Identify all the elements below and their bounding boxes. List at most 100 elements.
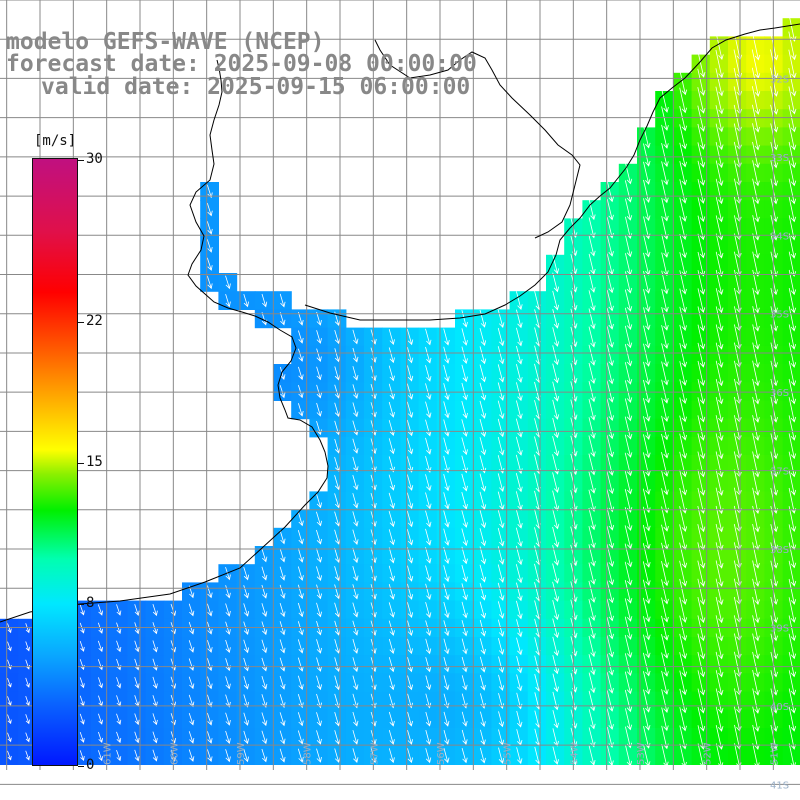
wind-arrow: [752, 233, 760, 259]
wind-arrow: [461, 638, 468, 655]
wind-arrow: [788, 469, 797, 496]
wind-arrow: [588, 580, 596, 603]
wind-arrow: [679, 743, 687, 768]
wind-arrow: [715, 68, 724, 97]
wind-arrow: [661, 452, 669, 477]
wind-arrow: [334, 639, 341, 654]
wind-arrow: [97, 604, 103, 616]
wind-arrow: [679, 233, 687, 259]
wind-arrow: [443, 656, 450, 673]
wind-arrow: [624, 434, 633, 458]
wind-cell: [782, 418, 800, 438]
wind-arrow: [606, 507, 615, 531]
wind-cell: [782, 673, 800, 693]
wind-arrow: [479, 564, 487, 583]
wind-arrow: [388, 748, 395, 764]
wind-arrow: [788, 397, 797, 423]
wind-arrow: [715, 706, 724, 732]
wind-arrow: [661, 542, 669, 569]
wind-arrow: [661, 143, 669, 168]
wind-arrow: [334, 547, 341, 564]
wind-arrow: [497, 418, 505, 438]
wind-arrow: [407, 365, 414, 382]
wind-arrow: [352, 384, 359, 399]
wind-arrow: [152, 676, 158, 689]
wind-arrow: [334, 529, 341, 545]
wind-arrow: [679, 87, 688, 114]
wind-arrow: [388, 565, 395, 582]
colorbar-tick-0: 0: [86, 757, 95, 773]
wind-arrow: [606, 453, 614, 476]
wind-arrow: [479, 364, 487, 383]
wind-arrow: [552, 563, 560, 584]
wind-cell: [782, 527, 800, 547]
wind-arrow: [443, 510, 450, 528]
wind-arrow: [679, 506, 688, 533]
wind-arrow: [461, 346, 468, 365]
wind-arrow: [624, 561, 633, 586]
wind-arrow: [697, 397, 706, 423]
wind-arrow: [406, 437, 414, 455]
colorbar: [32, 158, 78, 766]
wind-arrow: [715, 743, 724, 769]
wind-arrow: [480, 711, 486, 728]
colorbar-tickmark: [78, 160, 84, 161]
wind-arrow: [661, 197, 669, 222]
wind-arrow: [588, 326, 596, 348]
wind-arrow: [606, 271, 614, 294]
wind-arrow: [606, 489, 615, 513]
wind-arrow: [679, 161, 687, 186]
wind-arrow: [788, 68, 797, 97]
wind-arrow: [624, 398, 633, 422]
wind-arrow: [443, 328, 450, 346]
wind-arrow: [479, 400, 487, 419]
wind-arrow: [297, 639, 304, 654]
wind-arrow: [606, 198, 614, 221]
wind-arrow: [516, 747, 523, 765]
wind-cell: [782, 273, 800, 292]
wind-arrow: [552, 363, 560, 384]
wind-arrow: [498, 711, 505, 728]
wind-arrow: [407, 602, 414, 619]
wind-arrow: [788, 360, 797, 387]
wind-arrow: [279, 566, 286, 581]
wind-arrow: [642, 506, 651, 532]
wind-arrow: [588, 199, 596, 221]
wind-arrow: [388, 510, 395, 528]
wind-arrow: [443, 546, 450, 564]
wind-arrow: [788, 86, 797, 115]
wind-arrow: [552, 327, 560, 347]
wind-arrow: [552, 345, 560, 366]
lat-label: 36S: [770, 388, 789, 399]
wind-arrow: [697, 123, 706, 150]
wind-arrow: [679, 124, 687, 150]
wind-arrow: [425, 657, 432, 673]
latitude-labels: 32S 33S 34S 35S 36S 37S 38S 39S 40S 41S: [770, 74, 789, 791]
wind-arrow: [261, 566, 268, 581]
wind-arrow: [624, 671, 633, 695]
wind-cell: [782, 18, 800, 37]
wind-arrow: [788, 451, 797, 478]
wind-arrow: [388, 547, 395, 564]
wind-arrow: [243, 748, 249, 763]
wind-arrow: [588, 435, 596, 458]
wind-cell: [782, 236, 800, 256]
wind-arrow: [298, 330, 304, 344]
wind-arrow: [388, 693, 395, 709]
wind-arrow: [316, 693, 322, 709]
wind-arrow: [788, 104, 797, 133]
wind-arrow: [697, 142, 706, 168]
wind-arrow: [643, 744, 651, 767]
wind-arrow: [552, 417, 560, 439]
wind-arrow: [352, 329, 359, 345]
wind-arrow: [407, 693, 413, 709]
wind-arrow: [443, 383, 450, 401]
wind-arrow: [588, 544, 596, 567]
wind-arrow: [642, 470, 651, 495]
wind-arrow: [788, 233, 797, 259]
colorbar-tick-15: 15: [86, 454, 103, 470]
wind-arrow: [334, 456, 341, 472]
wind-arrow: [352, 675, 359, 691]
wind-arrow: [98, 713, 103, 725]
